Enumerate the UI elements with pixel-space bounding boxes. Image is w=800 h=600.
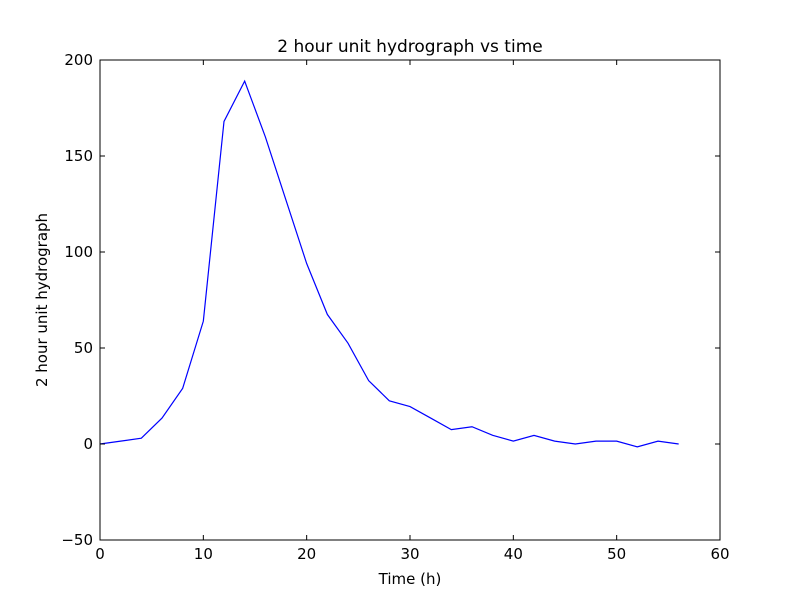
axes-frame — [99, 59, 721, 541]
series-line-0 — [99, 79, 679, 448]
y-tick-label: −50 — [61, 531, 93, 549]
x-tick-label: 30 — [400, 545, 419, 563]
y-tick-label: 50 — [74, 339, 93, 357]
x-tick-label: 0 — [95, 545, 105, 563]
x-axis-label: Time (h) — [378, 570, 442, 588]
y-axis-label: 2 hour unit hydrograph — [33, 213, 51, 387]
y-tick-label: 150 — [64, 147, 93, 165]
y-tick-label: 100 — [64, 243, 93, 261]
y-axis-ticks: −50 0 50 100 150 200 — [61, 51, 720, 549]
x-tick-label: 60 — [710, 545, 729, 563]
chart-title: 2 hour unit hydrograph vs time — [277, 37, 542, 57]
plot-area — [99, 79, 679, 448]
x-axis-ticks: 0 10 20 30 40 50 60 — [95, 60, 730, 563]
y-tick-label: 200 — [64, 51, 93, 69]
x-tick-label: 50 — [607, 545, 626, 563]
y-tick-label: 0 — [83, 435, 93, 453]
x-tick-label: 10 — [194, 545, 213, 563]
x-tick-label: 20 — [297, 545, 316, 563]
x-tick-label: 40 — [504, 545, 523, 563]
